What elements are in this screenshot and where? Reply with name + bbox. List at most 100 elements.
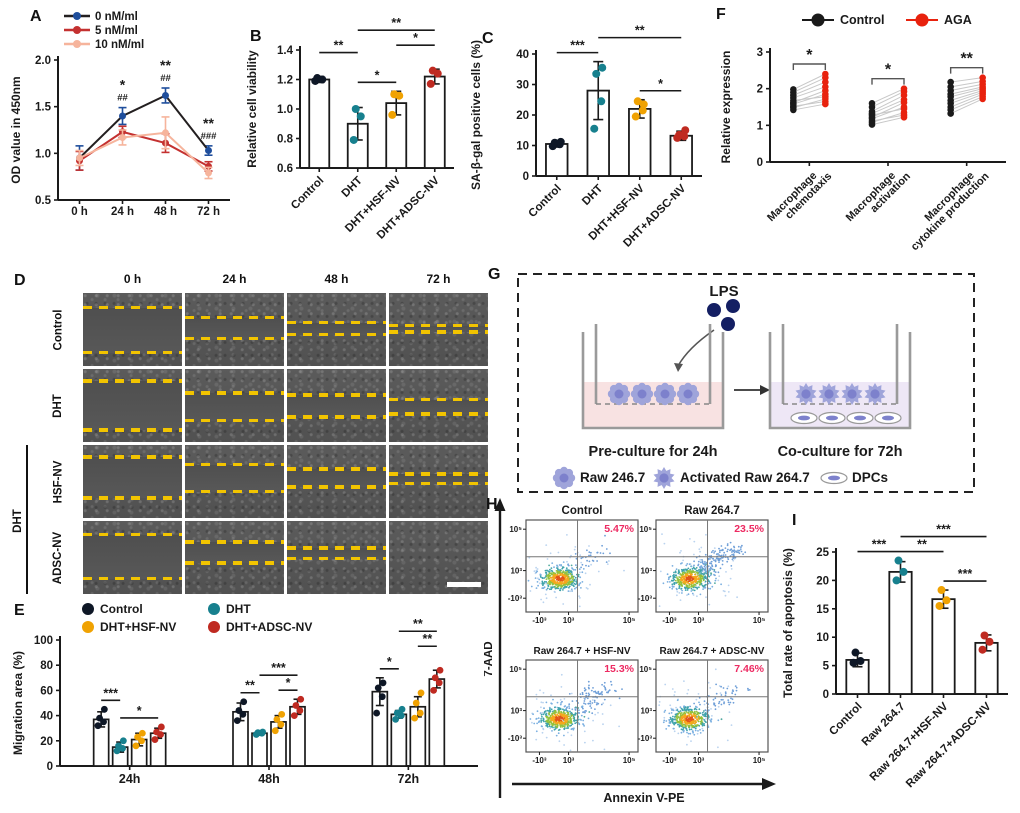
panel-b-letter: B xyxy=(250,28,262,45)
legend-dot xyxy=(82,621,94,633)
wound-healing-image-grid: 0 h 24 h 48 h 72 h Control DHT HSF-NV ADSC-NV xyxy=(36,272,488,594)
svg-text:60: 60 xyxy=(40,685,53,697)
wound-gap xyxy=(185,542,284,564)
control-dot xyxy=(868,100,876,107)
svg-text:Control: Control xyxy=(562,505,603,517)
wound-edge-dashed-line xyxy=(83,428,182,432)
svg-text:72h: 72h xyxy=(398,772,420,786)
data-point xyxy=(431,674,439,682)
raw-cell-icon xyxy=(630,382,654,406)
wound-edge-dashed-line xyxy=(185,315,284,320)
aga-dot xyxy=(979,74,986,81)
row-label: ADSC-NV xyxy=(52,531,65,584)
svg-text:Pre-culture for 24h: Pre-culture for 24h xyxy=(589,444,718,460)
activated-cell-icon xyxy=(864,383,886,405)
row-label: DHT xyxy=(51,393,64,418)
dpc-icon xyxy=(874,411,902,425)
bar xyxy=(308,78,331,169)
data-point xyxy=(978,645,987,654)
legend-dot xyxy=(82,603,94,615)
data-point xyxy=(942,596,951,605)
data-point xyxy=(313,74,322,83)
svg-text:1.0: 1.0 xyxy=(277,104,293,116)
data-point xyxy=(271,727,279,735)
svg-text:Relative cell viability: Relative cell viability xyxy=(245,50,259,168)
svg-text:23.5%: 23.5% xyxy=(734,523,764,535)
svg-text:Activated Raw 264.7: Activated Raw 264.7 xyxy=(680,470,810,485)
svg-text:1.2: 1.2 xyxy=(277,75,293,87)
data-point xyxy=(590,124,599,133)
wound-edge-dashed-line xyxy=(83,379,182,383)
wound-edge-dashed-line xyxy=(185,336,284,341)
bar xyxy=(669,134,693,177)
data-point xyxy=(240,698,248,706)
svg-text:Migration area (%): Migration area (%) xyxy=(11,651,25,755)
svg-text:30: 30 xyxy=(516,80,529,92)
data-point xyxy=(373,709,381,717)
activated-cell-icon xyxy=(653,467,675,489)
svg-text:10⁵: 10⁵ xyxy=(753,756,766,765)
wound-edge-dashed-line xyxy=(83,496,182,500)
panel-a-line-chart: 0.5 1.0 1.5 2.0 OD value in 450nm 0 h 24 h 48 h… xyxy=(9,11,230,218)
svg-text:10³: 10³ xyxy=(510,567,522,576)
control-dot xyxy=(947,83,954,91)
data-point xyxy=(416,709,424,717)
svg-text:40: 40 xyxy=(40,711,53,723)
svg-text:-10³: -10³ xyxy=(508,594,523,603)
svg-text:*: * xyxy=(806,47,813,64)
wound-edge-dashed-line xyxy=(389,323,488,328)
svg-text:72 h: 72 h xyxy=(197,206,220,218)
raw-cell-icon xyxy=(653,382,677,406)
svg-text:1.0: 1.0 xyxy=(35,148,51,160)
micrograph-cell xyxy=(83,369,182,442)
panel-e-letter: E xyxy=(14,602,25,619)
svg-text:**: ** xyxy=(917,538,927,552)
svg-text:10: 10 xyxy=(516,141,529,153)
data-point xyxy=(935,601,944,610)
micrograph-cell xyxy=(287,445,386,518)
data-point xyxy=(390,90,399,99)
panel-i-bar-chart: 0 5 10 15 20 25 Total rate of apoptosis (%) Con… xyxy=(781,523,1008,790)
dht-group-bracket-label: DHT xyxy=(11,509,24,533)
svg-text:**: ** xyxy=(960,51,973,68)
dpc-icon xyxy=(820,471,848,485)
data-point xyxy=(290,712,298,719)
wound-edge-dashed-line xyxy=(389,412,488,416)
svg-text:**: ** xyxy=(391,16,401,30)
svg-text:DHT: DHT xyxy=(226,602,251,616)
wound-edge-dashed-line xyxy=(185,391,284,395)
lps-particle xyxy=(721,317,735,331)
svg-text:*: * xyxy=(885,62,892,79)
wound-edge-dashed-line xyxy=(287,556,386,561)
series-marker xyxy=(205,147,212,155)
raw-cell-icon xyxy=(552,466,576,490)
activated-cell-icon xyxy=(841,383,863,405)
wound-gap xyxy=(83,534,182,579)
activated-cell-icon xyxy=(795,383,817,405)
svg-text:3: 3 xyxy=(757,47,763,59)
svg-text:DPCs: DPCs xyxy=(852,470,888,485)
data-point xyxy=(436,666,444,674)
wound-edge-dashed-line xyxy=(389,330,488,334)
series-marker xyxy=(162,129,169,137)
column-header: 48 h xyxy=(324,272,349,286)
aga-dot xyxy=(822,98,829,105)
svg-text:***: *** xyxy=(103,686,118,700)
svg-text:**: ** xyxy=(635,24,645,38)
svg-text:25: 25 xyxy=(816,547,829,559)
svg-text:100: 100 xyxy=(34,635,53,647)
data-point xyxy=(297,695,305,703)
svg-text:-10³: -10³ xyxy=(638,734,653,743)
series-marker xyxy=(205,162,212,170)
aga-dot xyxy=(900,111,908,119)
micrograph-cell xyxy=(389,293,488,366)
data-point xyxy=(379,679,387,687)
data-point xyxy=(398,705,406,713)
panel-e: Control DHT DHT+HSF-NV DHT+ADSC-NV 0 20 40 60 80… xyxy=(8,596,486,813)
data-point xyxy=(639,100,648,109)
raw-cell-icon xyxy=(607,382,631,406)
wound-edge-dashed-line xyxy=(389,472,488,476)
aga-dot xyxy=(900,105,908,113)
data-point xyxy=(894,556,903,565)
